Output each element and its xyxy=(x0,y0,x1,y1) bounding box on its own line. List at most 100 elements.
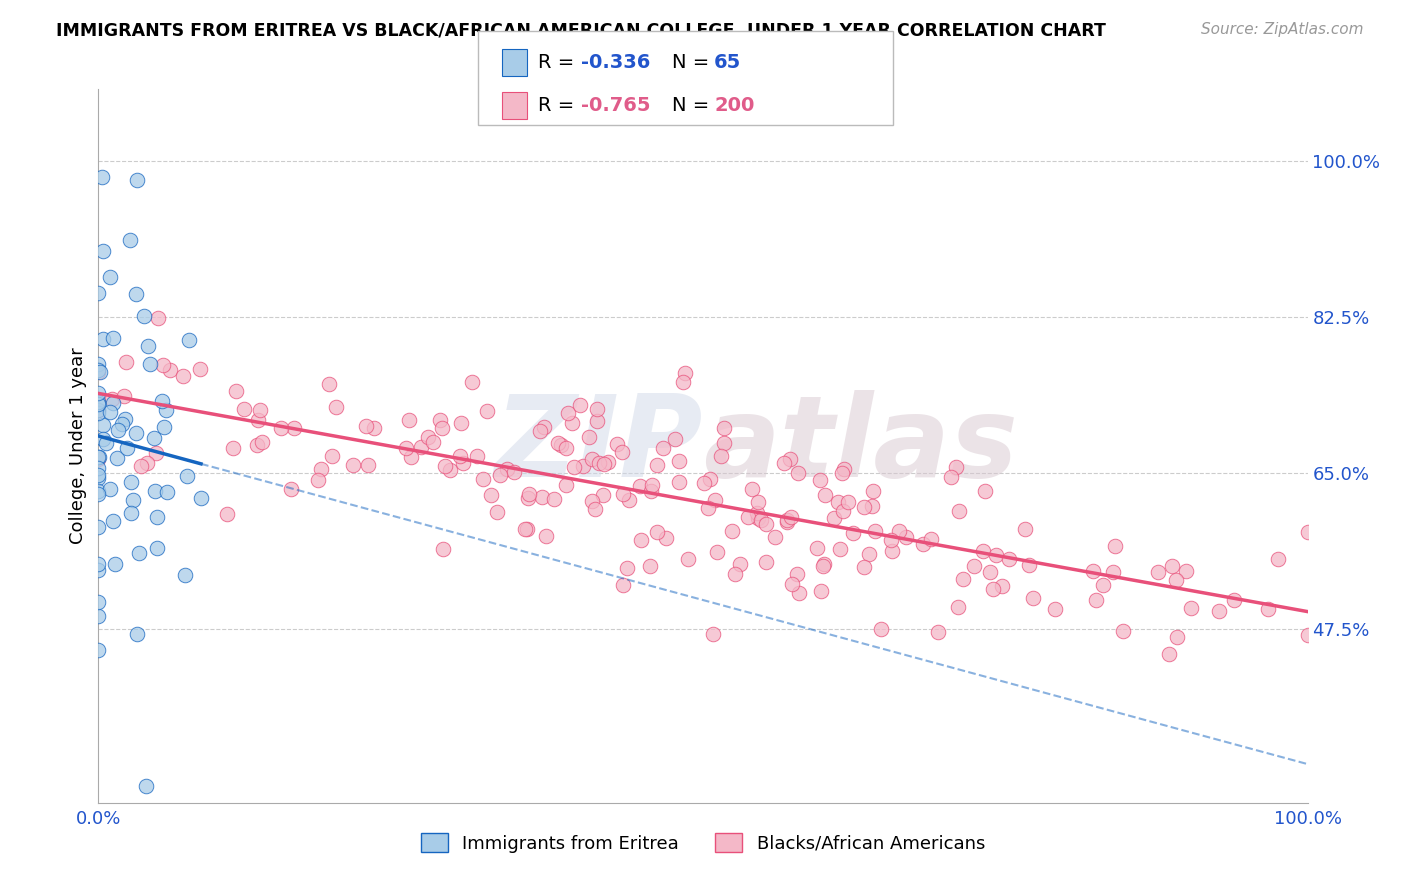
Point xyxy=(486,505,509,519)
Point xyxy=(640,483,662,498)
Point xyxy=(516,491,538,505)
Point xyxy=(449,449,471,463)
Point xyxy=(547,435,569,450)
Point xyxy=(1159,647,1181,661)
Point xyxy=(118,233,141,247)
Point xyxy=(617,492,640,507)
Point xyxy=(1161,558,1184,573)
Point xyxy=(496,461,519,475)
Point xyxy=(87,450,110,465)
Point xyxy=(1102,566,1125,580)
Point xyxy=(828,541,851,556)
Point xyxy=(561,416,583,430)
Point xyxy=(363,421,385,435)
Point xyxy=(172,368,194,383)
Point xyxy=(1296,524,1319,539)
Point xyxy=(870,623,893,637)
Point xyxy=(755,516,778,531)
Point xyxy=(664,432,686,446)
Point xyxy=(946,600,969,615)
Point xyxy=(860,499,883,513)
Point xyxy=(641,478,664,492)
Point xyxy=(87,461,110,475)
Point xyxy=(1147,565,1170,579)
Point xyxy=(583,501,606,516)
Point xyxy=(823,511,845,525)
Point xyxy=(1085,592,1108,607)
Point xyxy=(945,460,967,475)
Point xyxy=(225,384,247,399)
Point xyxy=(723,566,745,581)
Point xyxy=(562,459,585,474)
Point xyxy=(568,398,591,412)
Point xyxy=(87,394,110,409)
Point xyxy=(858,547,880,561)
Point xyxy=(101,392,124,407)
Point xyxy=(811,559,834,574)
Point xyxy=(586,402,609,417)
Point xyxy=(422,435,444,450)
Point xyxy=(808,473,831,487)
Point xyxy=(606,437,628,451)
Point xyxy=(678,552,700,566)
Text: 200: 200 xyxy=(714,95,755,115)
Point xyxy=(842,526,865,541)
Point xyxy=(693,475,716,490)
Point xyxy=(475,403,498,417)
Point xyxy=(645,458,668,473)
Point xyxy=(534,529,557,543)
Point xyxy=(105,450,128,465)
Point xyxy=(318,377,340,392)
Point xyxy=(990,579,1012,593)
Point xyxy=(98,269,121,284)
Point xyxy=(87,386,110,401)
Point xyxy=(1267,551,1289,566)
Point xyxy=(439,463,461,477)
Point xyxy=(554,441,576,455)
Point xyxy=(91,332,114,346)
Point xyxy=(430,421,453,435)
Point xyxy=(1222,593,1244,607)
Point xyxy=(399,450,422,465)
Legend: Immigrants from Eritrea, Blacks/African Americans: Immigrants from Eritrea, Blacks/African … xyxy=(412,824,994,862)
Point xyxy=(737,510,759,524)
Point xyxy=(529,424,551,438)
Point xyxy=(342,458,364,473)
Point xyxy=(747,495,769,509)
Point xyxy=(1092,578,1115,592)
Point xyxy=(104,557,127,571)
Point xyxy=(87,557,110,571)
Point xyxy=(972,544,994,558)
Point xyxy=(776,513,799,527)
Point xyxy=(894,530,917,544)
Point xyxy=(749,513,772,527)
Point xyxy=(127,172,149,186)
Point xyxy=(555,477,578,491)
Point xyxy=(135,779,157,793)
Point xyxy=(755,555,778,569)
Point xyxy=(101,395,124,409)
Point xyxy=(941,469,963,483)
Point xyxy=(146,510,169,524)
Point xyxy=(153,420,176,434)
Point xyxy=(120,506,142,520)
Point xyxy=(713,436,735,450)
Point xyxy=(616,560,638,574)
Point xyxy=(588,456,610,470)
Point xyxy=(450,416,472,430)
Point xyxy=(87,471,110,485)
Point xyxy=(87,450,110,465)
Point xyxy=(488,467,510,482)
Text: ZIP: ZIP xyxy=(495,391,703,501)
Text: N =: N = xyxy=(672,54,716,72)
Point xyxy=(121,493,143,508)
Point xyxy=(863,524,886,538)
Point xyxy=(125,287,148,301)
Point xyxy=(416,429,439,443)
Point xyxy=(1043,602,1066,616)
Point xyxy=(89,365,111,379)
Point xyxy=(222,441,245,455)
Text: R =: R = xyxy=(538,54,581,72)
Point xyxy=(125,425,148,440)
Point xyxy=(702,627,724,641)
